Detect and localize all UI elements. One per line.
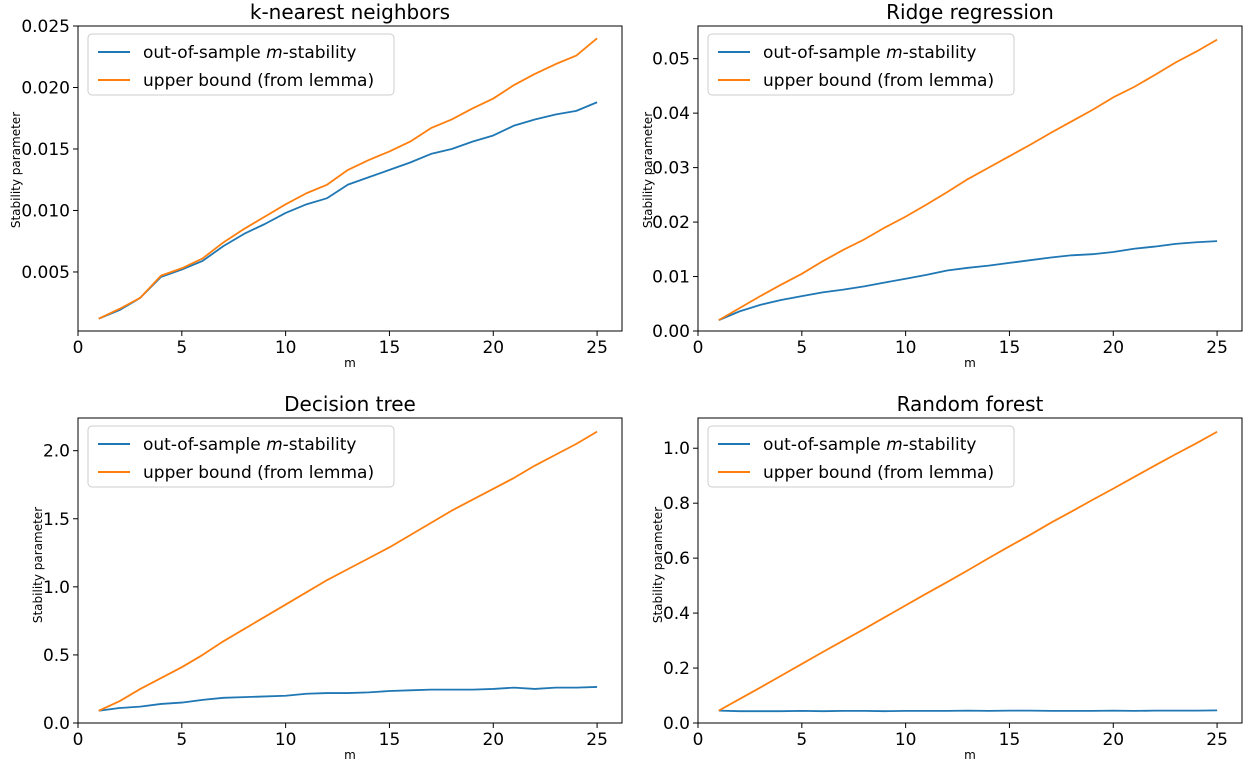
x-tick-label: 0 [693,730,704,750]
y-tick-label: 0.04 [652,104,690,124]
y-tick-label: 0.005 [21,263,70,283]
y-tick-label: 1.0 [663,439,690,459]
y-tick-label: 0.00 [652,322,690,342]
series-line-out-of-sample [718,709,1218,713]
x-tick-label: 5 [796,338,807,358]
y-axis-label: Stability parameter [31,507,45,623]
y-tick-label: 1.0 [43,578,70,598]
legend-label-out-of-sample: out-of-sample m-stability [143,43,356,63]
x-tick-label: 25 [1206,730,1228,750]
x-tick-label: 0 [693,338,704,358]
x-tick-label: 10 [895,730,917,750]
series-line-upper-bound [718,38,1218,321]
y-tick-label: 0.020 [21,78,70,98]
x-axis-label: m [964,748,976,759]
legend-label-out-of-sample: out-of-sample m-stability [763,435,976,455]
legend-label-out-of-sample: out-of-sample m-stability [143,435,356,455]
y-tick-label: 0.03 [652,159,690,179]
legend-box [87,33,395,96]
chart-panel-4: Random forest 0 5 10 15 20 25 0.0 0.2 0.4 0.6 0.8 1.… [651,392,1243,759]
x-tick-label: 0 [73,338,84,358]
x-tick-label: 5 [176,730,187,750]
legend-label-upper-bound: upper bound (from lemma) [143,71,374,91]
x-tick-label: 15 [999,730,1021,750]
y-tick-label: 0.8 [663,494,690,514]
series-line-out-of-sample [98,101,598,320]
y-tick-label: 0.5 [43,646,70,666]
chart-panel-3: Decision tree 0 5 10 15 20 25 0.0 0.5 1.0 1.5 2.0 m S… [31,392,623,759]
legend-label-upper-bound: upper bound (from lemma) [143,463,374,483]
legend-label-upper-bound: upper bound (from lemma) [763,71,994,91]
y-tick-label: 1.5 [43,510,70,530]
legend: out-of-sample m-stability upper bound (fr… [87,33,395,96]
y-tick-label: 0.01 [652,268,690,288]
axes-frame [77,417,623,724]
x-tick-label: 25 [586,338,608,358]
x-tick-label: 10 [895,338,917,358]
x-tick-label: 20 [1102,338,1124,358]
y-axis-label: Stability parameter [651,507,665,623]
legend-box [87,425,395,488]
x-axis-label: m [344,748,356,759]
chart-title: Random forest [897,392,1044,416]
x-tick-label: 10 [275,338,297,358]
axes-frame [697,417,1243,724]
legend-label-upper-bound: upper bound (from lemma) [763,463,994,483]
x-tick-label: 15 [379,338,401,358]
y-tick-label: 0.025 [21,17,70,37]
axes-frame [77,25,623,332]
y-tick-label: 0.0 [43,714,70,734]
y-tick-label: 0.05 [652,50,690,70]
x-tick-label: 25 [1206,338,1228,358]
chart-title: k-nearest neighbors [250,0,450,24]
series-line-out-of-sample [98,686,598,712]
y-tick-label: 0.4 [663,604,690,624]
y-axis-label: Stability parameter [9,112,23,228]
x-tick-label: 25 [586,730,608,750]
series-line-upper-bound [98,430,598,712]
y-tick-label: 0.02 [652,213,690,233]
x-tick-label: 5 [796,730,807,750]
x-tick-label: 15 [379,730,401,750]
legend-box [707,33,1015,96]
y-axis-label: Stability parameter [641,112,655,228]
chart-title: Decision tree [284,392,416,416]
legend-label-out-of-sample: out-of-sample m-stability [763,43,976,63]
x-tick-label: 0 [73,730,84,750]
series-line-upper-bound [718,430,1218,712]
x-tick-label: 20 [1102,730,1124,750]
x-axis-label: m [964,356,976,370]
chart-panel-1: k-nearest neighbors 0 5 10 15 20 25 0.005 0.010 0… [9,0,623,370]
x-tick-label: 20 [482,338,504,358]
series-line-upper-bound [98,37,598,320]
legend: out-of-sample m-stability upper bound (fr… [707,33,1015,96]
series-line-out-of-sample [718,240,1218,321]
x-tick-label: 10 [275,730,297,750]
x-axis-label: m [344,356,356,370]
y-tick-label: 0.010 [21,201,70,221]
y-tick-label: 0.0 [663,714,690,734]
axes-frame [697,25,1243,332]
x-tick-label: 20 [482,730,504,750]
legend: out-of-sample m-stability upper bound (fr… [707,425,1015,488]
y-tick-label: 2.0 [43,442,70,462]
y-tick-label: 0.015 [21,140,70,160]
chart-panel-2: Ridge regression 0 5 10 15 20 25 0.00 0.01 0.02 0.… [641,0,1243,370]
x-tick-label: 15 [999,338,1021,358]
chart-title: Ridge regression [886,0,1054,24]
legend-box [707,425,1015,488]
legend: out-of-sample m-stability upper bound (fr… [87,425,395,488]
x-tick-label: 5 [176,338,187,358]
y-tick-label: 0.6 [663,549,690,569]
y-tick-label: 0.2 [663,659,690,679]
